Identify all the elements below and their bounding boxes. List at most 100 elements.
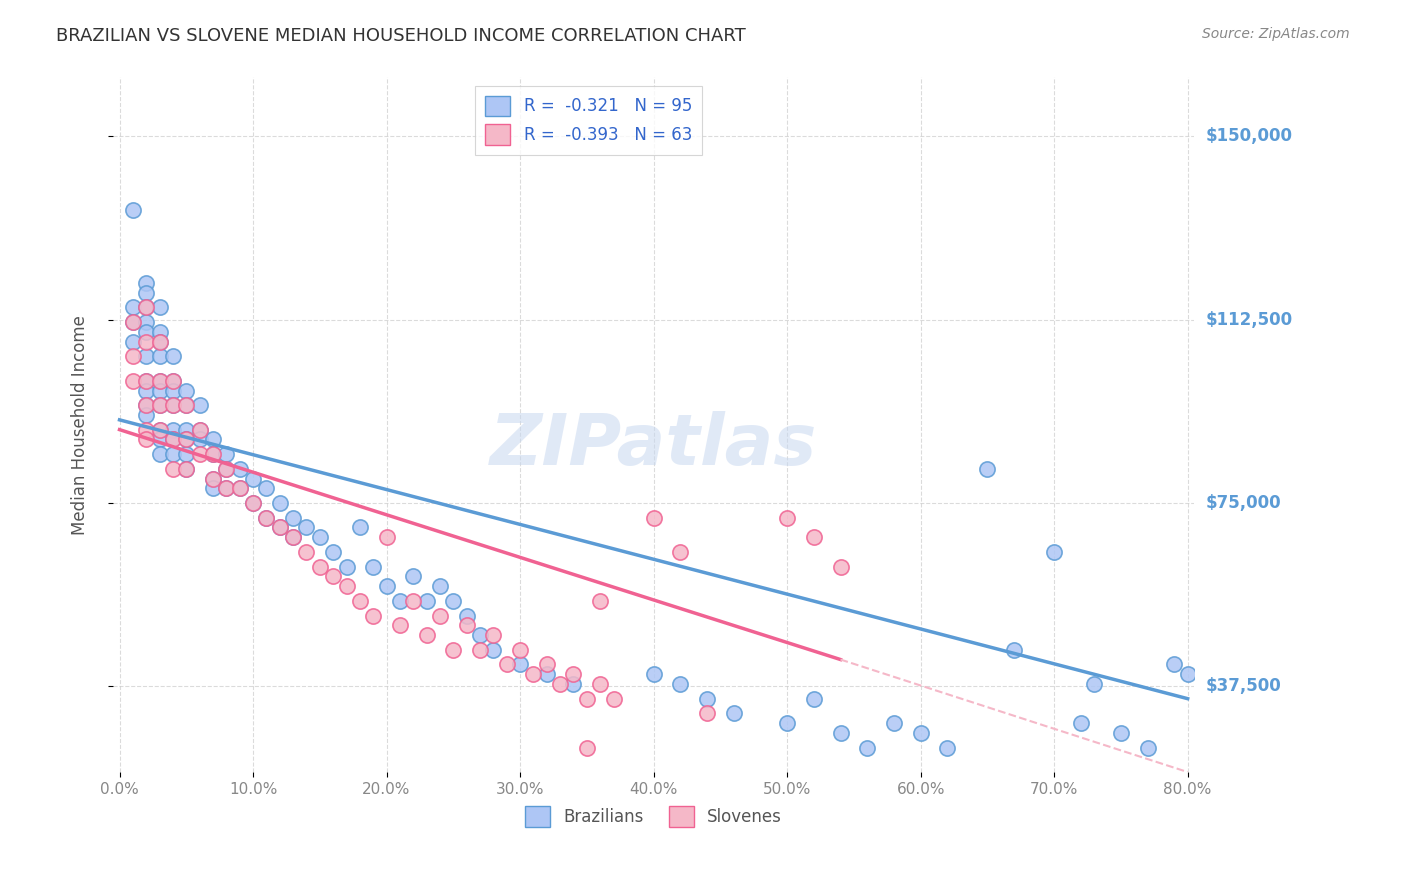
Point [135,301,157,315]
Point [441,642,464,657]
Point [281,530,304,544]
Point [149,423,172,437]
Point [162,423,184,437]
Point [174,384,197,398]
Point [215,462,238,476]
Point [281,510,304,524]
Point [562,667,585,681]
Point [149,301,172,315]
Point [830,559,852,574]
Point [188,398,211,412]
Point [522,667,544,681]
Point [228,481,250,495]
Point [643,667,665,681]
Point [509,657,531,672]
Point [803,691,825,706]
Point [308,530,330,544]
Point [228,481,250,495]
Point [174,462,197,476]
Point [1136,740,1159,755]
Point [456,618,478,632]
Point [149,325,172,339]
Point [322,545,344,559]
Point [349,594,371,608]
Point [135,398,157,412]
Point [429,579,451,593]
Point [803,530,825,544]
Point [149,384,172,398]
Point [162,398,184,412]
Point [562,677,585,691]
Point [122,334,145,349]
Point [723,706,745,721]
Point [548,677,571,691]
Point [135,408,157,422]
Point [162,349,184,363]
Point [269,496,291,510]
Point [215,481,238,495]
Point [135,433,157,447]
Point [215,462,238,476]
Text: BRAZILIAN VS SLOVENE MEDIAN HOUSEHOLD INCOME CORRELATION CHART: BRAZILIAN VS SLOVENE MEDIAN HOUSEHOLD IN… [56,27,747,45]
Point [335,579,357,593]
Point [441,594,464,608]
Point [1177,667,1199,681]
Point [122,315,145,329]
Point [149,334,172,349]
Point [1083,677,1105,691]
Text: $75,000: $75,000 [1205,494,1281,512]
Point [883,716,905,731]
Point [468,628,491,642]
Point [174,433,197,447]
Point [415,628,437,642]
Point [536,667,558,681]
Point [149,398,172,412]
Point [468,642,491,657]
Point [174,398,197,412]
Point [122,315,145,329]
Point [242,471,264,485]
Point [281,530,304,544]
Text: $112,500: $112,500 [1205,310,1292,328]
Point [536,657,558,672]
Point [643,510,665,524]
Point [162,433,184,447]
Point [149,334,172,349]
Point [162,447,184,461]
Point [976,462,998,476]
Point [495,657,517,672]
Point [856,740,879,755]
Point [335,559,357,574]
Point [135,334,157,349]
Point [201,447,224,461]
Point [388,618,411,632]
Point [1163,657,1185,672]
Point [149,433,172,447]
Point [135,301,157,315]
Point [201,447,224,461]
Point [149,447,172,461]
Point [696,691,718,706]
Y-axis label: Median Household Income: Median Household Income [72,315,89,534]
Point [669,677,692,691]
Point [162,433,184,447]
Point [575,740,598,755]
Point [1109,726,1132,740]
Point [361,559,384,574]
Point [429,608,451,623]
Point [135,423,157,437]
Text: $37,500: $37,500 [1205,677,1281,696]
Point [830,726,852,740]
Point [174,433,197,447]
Point [776,510,799,524]
Point [174,447,197,461]
Text: ZIPatlas: ZIPatlas [489,411,817,480]
Point [162,462,184,476]
Point [149,374,172,388]
Point [135,325,157,339]
Point [135,285,157,300]
Point [215,447,238,461]
Point [254,510,277,524]
Point [456,608,478,623]
Point [188,423,211,437]
